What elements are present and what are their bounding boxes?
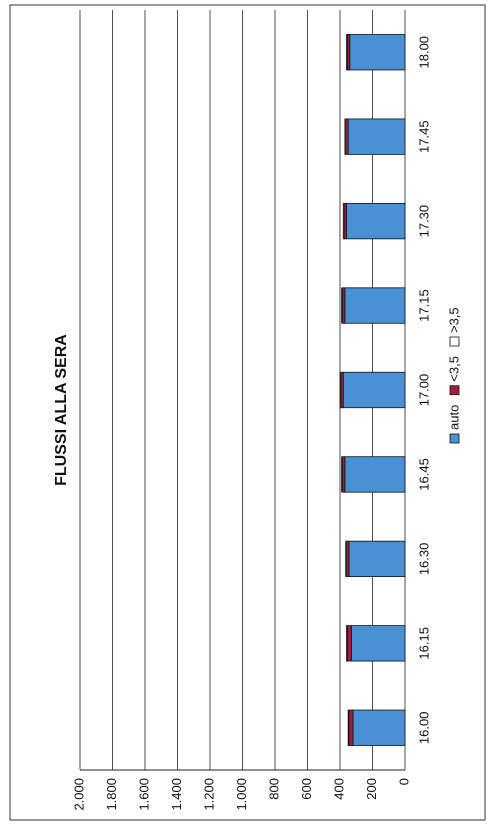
bar-segment bbox=[344, 118, 347, 155]
bar-segment bbox=[346, 625, 348, 662]
rotated-chart: FLUSSI ALLA SERA 0 200 400 600 800 1.000 1.200… bbox=[9, 4, 486, 821]
y-tick-label: 600 bbox=[299, 778, 314, 800]
x-tick-label: 17.30 bbox=[416, 205, 431, 238]
y-tick-label: 2.000 bbox=[71, 778, 86, 811]
y-tick-label: 400 bbox=[331, 778, 346, 800]
x-tick-label: 16.00 bbox=[416, 712, 431, 745]
x-tick-label: 17.15 bbox=[416, 289, 431, 322]
legend-swatch bbox=[449, 336, 460, 347]
x-tick-label: 17.45 bbox=[416, 120, 431, 153]
bar-segment bbox=[352, 709, 406, 746]
x-tick-label: 16.30 bbox=[416, 543, 431, 576]
bar-segment bbox=[346, 202, 406, 240]
bar-segment bbox=[347, 709, 350, 746]
x-tick-label: 16.15 bbox=[416, 627, 431, 660]
legend-label: >3,5 bbox=[446, 307, 461, 333]
legend-label: auto bbox=[446, 405, 461, 430]
bar-segment bbox=[342, 371, 406, 409]
legend-swatch bbox=[449, 385, 460, 396]
bar-segment bbox=[347, 118, 406, 155]
bar-segment bbox=[348, 709, 354, 746]
y-tick-label: 1.800 bbox=[104, 778, 119, 811]
bar-segment bbox=[349, 34, 406, 71]
x-tick-label: 17.00 bbox=[416, 374, 431, 407]
y-tick-label: 1.600 bbox=[136, 778, 151, 811]
bar-segment bbox=[348, 540, 406, 578]
y-tick-label: 1.400 bbox=[169, 778, 184, 811]
y-tick-label: 0 bbox=[396, 778, 411, 785]
bar-segment bbox=[344, 287, 406, 324]
legend-label: <3,5 bbox=[446, 356, 461, 382]
y-tick-label: 200 bbox=[364, 778, 379, 800]
bar-segment bbox=[345, 540, 347, 578]
x-tick-label: 16.45 bbox=[416, 458, 431, 491]
bar-segment bbox=[350, 625, 406, 662]
chart-title: FLUSSI ALLA SERA bbox=[53, 334, 70, 486]
bar-segment bbox=[341, 287, 343, 324]
y-tick-label: 1.200 bbox=[201, 778, 216, 811]
legend-swatch bbox=[449, 433, 460, 444]
x-tick-label: 18.00 bbox=[416, 36, 431, 69]
bar-segment bbox=[339, 371, 342, 409]
y-tick-label: 1.000 bbox=[234, 778, 249, 811]
bar-segment bbox=[346, 625, 352, 662]
bar-segment bbox=[346, 34, 348, 71]
chart-border bbox=[9, 4, 486, 821]
bar-segment bbox=[341, 456, 343, 493]
y-tick-label: 800 bbox=[266, 778, 281, 800]
bar-segment bbox=[342, 202, 345, 240]
bar-segment bbox=[344, 456, 406, 493]
